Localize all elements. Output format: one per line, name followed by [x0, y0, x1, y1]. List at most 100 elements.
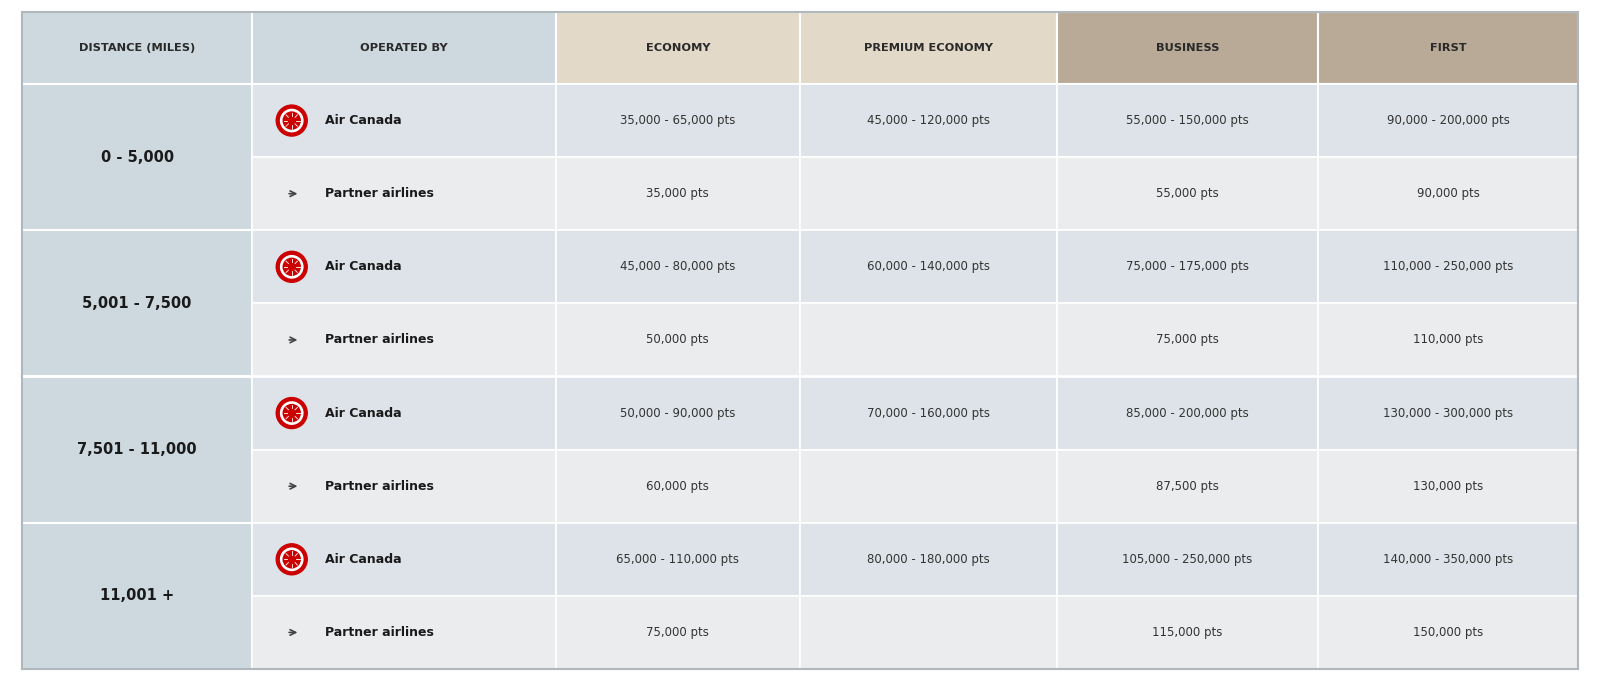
Text: 45,000 - 120,000 pts: 45,000 - 120,000 pts: [867, 114, 990, 127]
Text: 35,000 - 65,000 pts: 35,000 - 65,000 pts: [621, 114, 736, 127]
Bar: [253, 230, 555, 303]
Bar: [1056, 303, 1318, 377]
Circle shape: [283, 112, 301, 129]
Bar: [253, 12, 555, 84]
Text: Partner airlines: Partner airlines: [325, 479, 434, 492]
Text: 75,000 pts: 75,000 pts: [1157, 334, 1219, 347]
Text: 50,000 pts: 50,000 pts: [646, 334, 709, 347]
Bar: [555, 596, 800, 669]
Text: 140,000 - 350,000 pts: 140,000 - 350,000 pts: [1382, 553, 1514, 566]
Bar: [1318, 377, 1578, 449]
Text: 11,001 +: 11,001 +: [101, 588, 174, 603]
Text: 105,000 - 250,000 pts: 105,000 - 250,000 pts: [1122, 553, 1253, 566]
Bar: [800, 157, 1056, 230]
Bar: [555, 449, 800, 523]
Bar: [1056, 596, 1318, 669]
Text: OPERATED BY: OPERATED BY: [360, 43, 448, 53]
Bar: [22, 377, 253, 523]
Text: 55,000 - 150,000 pts: 55,000 - 150,000 pts: [1126, 114, 1250, 127]
Text: 45,000 - 80,000 pts: 45,000 - 80,000 pts: [621, 260, 736, 273]
Bar: [800, 377, 1056, 449]
Bar: [1318, 230, 1578, 303]
Text: 90,000 pts: 90,000 pts: [1416, 187, 1480, 200]
Text: 85,000 - 200,000 pts: 85,000 - 200,000 pts: [1126, 407, 1250, 419]
Text: ECONOMY: ECONOMY: [646, 43, 710, 53]
Bar: [800, 303, 1056, 377]
Text: 60,000 - 140,000 pts: 60,000 - 140,000 pts: [867, 260, 990, 273]
Bar: [555, 303, 800, 377]
Circle shape: [283, 551, 301, 568]
Bar: [800, 12, 1056, 84]
Text: Air Canada: Air Canada: [325, 114, 402, 127]
Bar: [1318, 303, 1578, 377]
Text: 150,000 pts: 150,000 pts: [1413, 626, 1483, 639]
Bar: [1056, 84, 1318, 157]
Circle shape: [283, 405, 301, 422]
Bar: [1056, 157, 1318, 230]
Text: Partner airlines: Partner airlines: [325, 626, 434, 639]
Circle shape: [277, 105, 307, 136]
Text: 130,000 - 300,000 pts: 130,000 - 300,000 pts: [1382, 407, 1514, 419]
Text: 110,000 - 250,000 pts: 110,000 - 250,000 pts: [1382, 260, 1514, 273]
Bar: [22, 230, 253, 377]
Bar: [1318, 523, 1578, 596]
Bar: [22, 523, 253, 669]
Bar: [1056, 523, 1318, 596]
Text: 65,000 - 110,000 pts: 65,000 - 110,000 pts: [616, 553, 739, 566]
Bar: [253, 596, 555, 669]
Bar: [253, 449, 555, 523]
Bar: [800, 449, 1056, 523]
Bar: [22, 84, 253, 230]
Text: 50,000 - 90,000 pts: 50,000 - 90,000 pts: [621, 407, 736, 419]
Bar: [555, 523, 800, 596]
Text: 55,000 pts: 55,000 pts: [1157, 187, 1219, 200]
Bar: [253, 377, 555, 449]
Bar: [555, 230, 800, 303]
Text: 110,000 pts: 110,000 pts: [1413, 334, 1483, 347]
Text: 5,001 - 7,500: 5,001 - 7,500: [83, 296, 192, 311]
Text: Air Canada: Air Canada: [325, 553, 402, 566]
Text: DISTANCE (MILES): DISTANCE (MILES): [78, 43, 195, 53]
Circle shape: [280, 255, 302, 278]
Text: 130,000 pts: 130,000 pts: [1413, 479, 1483, 492]
Text: 75,000 pts: 75,000 pts: [646, 626, 709, 639]
Circle shape: [280, 402, 302, 424]
Text: PREMIUM ECONOMY: PREMIUM ECONOMY: [864, 43, 994, 53]
Bar: [253, 523, 555, 596]
Circle shape: [280, 548, 302, 571]
Bar: [800, 84, 1056, 157]
Bar: [1318, 12, 1578, 84]
Bar: [1056, 449, 1318, 523]
Text: FIRST: FIRST: [1430, 43, 1466, 53]
Text: 87,500 pts: 87,500 pts: [1157, 479, 1219, 492]
Bar: [1056, 12, 1318, 84]
Text: 70,000 - 160,000 pts: 70,000 - 160,000 pts: [867, 407, 990, 419]
Text: 80,000 - 180,000 pts: 80,000 - 180,000 pts: [867, 553, 990, 566]
Bar: [22, 12, 253, 84]
Bar: [800, 230, 1056, 303]
Bar: [1318, 157, 1578, 230]
Bar: [253, 84, 555, 157]
Bar: [1056, 377, 1318, 449]
Circle shape: [277, 398, 307, 428]
Bar: [555, 377, 800, 449]
Text: 90,000 - 200,000 pts: 90,000 - 200,000 pts: [1387, 114, 1509, 127]
Bar: [1056, 230, 1318, 303]
Bar: [555, 157, 800, 230]
Text: 35,000 pts: 35,000 pts: [646, 187, 709, 200]
Text: Air Canada: Air Canada: [325, 260, 402, 273]
Bar: [253, 157, 555, 230]
Bar: [800, 596, 1056, 669]
Bar: [800, 523, 1056, 596]
Circle shape: [283, 258, 301, 275]
Text: Partner airlines: Partner airlines: [325, 187, 434, 200]
Text: BUSINESS: BUSINESS: [1155, 43, 1219, 53]
Text: 0 - 5,000: 0 - 5,000: [101, 150, 174, 165]
Text: 115,000 pts: 115,000 pts: [1152, 626, 1222, 639]
Circle shape: [277, 251, 307, 283]
Bar: [555, 84, 800, 157]
Circle shape: [280, 110, 302, 131]
Text: 75,000 - 175,000 pts: 75,000 - 175,000 pts: [1126, 260, 1250, 273]
Bar: [1318, 449, 1578, 523]
Bar: [555, 12, 800, 84]
